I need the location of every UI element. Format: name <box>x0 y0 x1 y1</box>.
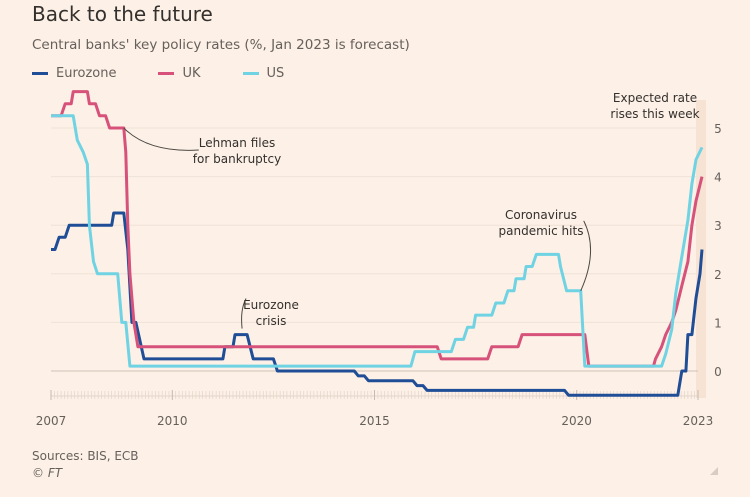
annotation-leader-eurozone <box>241 298 247 329</box>
x-tick-label: 2023 <box>683 414 714 428</box>
copyright: © FT <box>32 466 63 480</box>
legend-swatch <box>32 72 48 75</box>
y-tick-label: 4 <box>714 171 722 185</box>
legend-item-uk: UK <box>158 66 201 81</box>
y-tick-label: 0 <box>714 365 722 379</box>
series-line-us <box>51 114 704 368</box>
y-tick-label: 1 <box>714 316 722 330</box>
legend-label: UK <box>182 66 201 81</box>
annotation-expected-rises: Expected rate <box>613 91 697 105</box>
y-tick-label: 3 <box>714 219 722 233</box>
y-tick-label: 5 <box>714 122 722 136</box>
annotation-eurozone-crisis: Eurozone <box>243 298 299 312</box>
y-tick-label: 2 <box>714 268 722 282</box>
x-tick-label: 2010 <box>157 414 188 428</box>
x-tick-label: 2015 <box>359 414 390 428</box>
forecast-band <box>695 100 707 398</box>
series-line-uk <box>51 90 704 368</box>
legend-swatch <box>158 72 175 75</box>
series-line-eurozone <box>51 211 704 397</box>
annotation-leader-coronavirus <box>580 220 592 292</box>
sources-note: Sources: BIS, ECB <box>32 449 139 463</box>
annotation-lehman: for bankruptcy <box>193 152 281 166</box>
annotation-coronavirus: pandemic hits <box>499 224 584 238</box>
legend-swatch <box>242 72 259 75</box>
annotation-leader-lehman <box>123 127 199 151</box>
legend-label: US <box>266 66 285 81</box>
annotation-coronavirus: Coronavirus <box>505 208 577 222</box>
legend-label: Eurozone <box>56 66 117 81</box>
annotation-lehman: Lehman files <box>199 136 275 150</box>
chart-subtitle: Central banks' key policy rates (%, Jan … <box>32 37 410 53</box>
resize-handle-icon[interactable] <box>710 467 718 475</box>
annotation-expected-rises: rises this week <box>610 107 699 121</box>
legend: Eurozone UK US <box>32 66 326 81</box>
x-tick-label: 2007 <box>36 414 67 428</box>
legend-item-us: US <box>242 66 285 81</box>
legend-item-eurozone: Eurozone <box>32 66 116 81</box>
chart-title: Back to the future <box>32 2 213 26</box>
x-tick-label: 2020 <box>561 414 592 428</box>
annotation-eurozone-crisis: crisis <box>256 314 287 328</box>
